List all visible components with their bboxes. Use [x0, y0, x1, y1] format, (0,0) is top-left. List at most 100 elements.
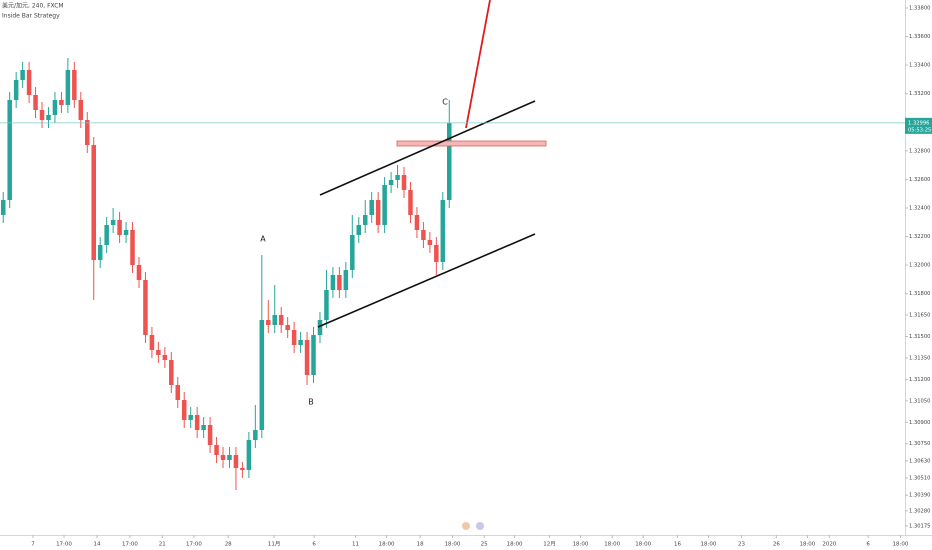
- candle-body: [447, 122, 452, 200]
- candle-body: [65, 70, 71, 105]
- y-tick-label: 1.31650: [909, 313, 930, 319]
- candle-body: [162, 355, 168, 360]
- annotation: C: [442, 98, 448, 107]
- candle-body: [253, 430, 258, 440]
- candle-body: [343, 270, 349, 290]
- candle-body: [78, 100, 84, 120]
- y-tick-label: 1.30750: [909, 441, 930, 447]
- x-tick-label: 11月: [268, 541, 281, 548]
- x-tick-label: 17:00: [186, 542, 202, 548]
- indicator-name: Inside Bar Strategy: [2, 13, 60, 20]
- candle-body: [421, 230, 426, 240]
- candle-body: [388, 180, 394, 185]
- x-tick-label: 26: [773, 542, 780, 548]
- candle-body: [375, 200, 381, 225]
- candle-body: [214, 445, 219, 455]
- candle-body: [110, 220, 116, 225]
- candle-body: [33, 95, 38, 110]
- candle-body: [136, 265, 142, 280]
- candle-body: [181, 400, 187, 420]
- candle-body: [156, 350, 161, 355]
- x-tick-label: 21: [159, 542, 166, 548]
- candle-body: [143, 280, 148, 335]
- chart-symbol: 美元/加元, 240, FXCM: [2, 2, 64, 10]
- candle-body: [278, 315, 284, 325]
- candle-body: [46, 115, 51, 120]
- y-tick-label: 1.33600: [909, 34, 930, 40]
- candle-body: [20, 70, 25, 80]
- x-tick-label: 6: [866, 542, 870, 548]
- candle-body: [304, 340, 310, 375]
- candle-body: [317, 320, 323, 335]
- candle-body: [104, 225, 109, 245]
- x-tick-label: 7: [31, 542, 35, 548]
- candle-body: [0, 200, 6, 215]
- candle-body: [233, 455, 239, 468]
- x-tick-label: 2020: [822, 542, 836, 548]
- candle-body: [117, 220, 122, 235]
- candle-body: [291, 330, 297, 345]
- x-tick-label: 18:00: [635, 542, 651, 548]
- projection-line: [465, 0, 491, 129]
- x-tick-label: 28: [225, 542, 232, 548]
- y-tick-label: 1.30175: [909, 523, 930, 529]
- candle-body: [382, 185, 387, 225]
- candle-body: [26, 70, 32, 95]
- candle-body: [285, 325, 290, 330]
- y-tick-label: 1.32000: [909, 263, 930, 269]
- y-tick-label: 1.30390: [909, 493, 930, 499]
- y-tick-label: 1.32400: [909, 206, 930, 212]
- x-tick-label: 14: [93, 542, 100, 548]
- y-tick-label: 1.31500: [909, 334, 930, 340]
- x-tick-label: 18:00: [604, 542, 620, 548]
- x-tick-label: 12月: [543, 541, 556, 548]
- candle-body: [194, 415, 200, 430]
- candle-body: [7, 100, 12, 200]
- y-tick-label: 1.32200: [909, 234, 930, 240]
- candle-body: [408, 190, 413, 215]
- x-tick-label: 18:00: [507, 542, 523, 548]
- candle-body: [272, 315, 277, 325]
- x-tick-label: 18: [417, 542, 424, 548]
- candle-body: [220, 455, 226, 460]
- x-tick-label: 18:00: [799, 542, 815, 548]
- candle-body: [207, 425, 213, 445]
- candle-body: [169, 360, 174, 385]
- candle-body: [311, 335, 316, 375]
- candle-body: [259, 320, 265, 430]
- y-tick-label: 1.32800: [909, 148, 930, 154]
- y-tick-label: 1.31050: [909, 398, 930, 404]
- y-tick-label: 1.31200: [909, 377, 930, 383]
- x-tick-label: 6: [312, 542, 316, 548]
- candle-body: [123, 230, 129, 235]
- y-tick-label: 1.30630: [909, 458, 930, 464]
- candle-body: [356, 225, 362, 235]
- candle-body: [246, 440, 252, 470]
- candle-body: [201, 425, 206, 430]
- candle-body: [401, 175, 407, 190]
- candle-body: [149, 335, 155, 350]
- x-tick-label: 16: [674, 542, 681, 548]
- y-tick-label: 1.32600: [909, 177, 930, 183]
- event-badge: [476, 522, 484, 530]
- candle-body: [266, 320, 271, 325]
- y-tick-label: 1.31800: [909, 291, 930, 297]
- event-badges: [462, 522, 484, 530]
- annotation: A: [260, 235, 266, 244]
- candle-body: [414, 215, 420, 230]
- candle-body: [240, 468, 245, 470]
- candle-body: [369, 200, 374, 215]
- candle-body: [97, 245, 103, 260]
- candle-body: [337, 275, 342, 290]
- y-tick-label: 1.30280: [909, 508, 930, 514]
- y-tick-label: 1.31350: [909, 356, 930, 362]
- y-tick-label: 1.33200: [909, 91, 930, 97]
- candles: [0, 58, 452, 490]
- candle-body: [362, 215, 368, 225]
- candle-body: [85, 120, 90, 145]
- y-tick-label: 1.33800: [909, 6, 930, 12]
- x-tick-label: 17:00: [122, 542, 138, 548]
- channel-upper: [319, 100, 536, 196]
- x-tick-label: 18:00: [573, 542, 589, 548]
- x-tick-label: 25: [481, 542, 488, 548]
